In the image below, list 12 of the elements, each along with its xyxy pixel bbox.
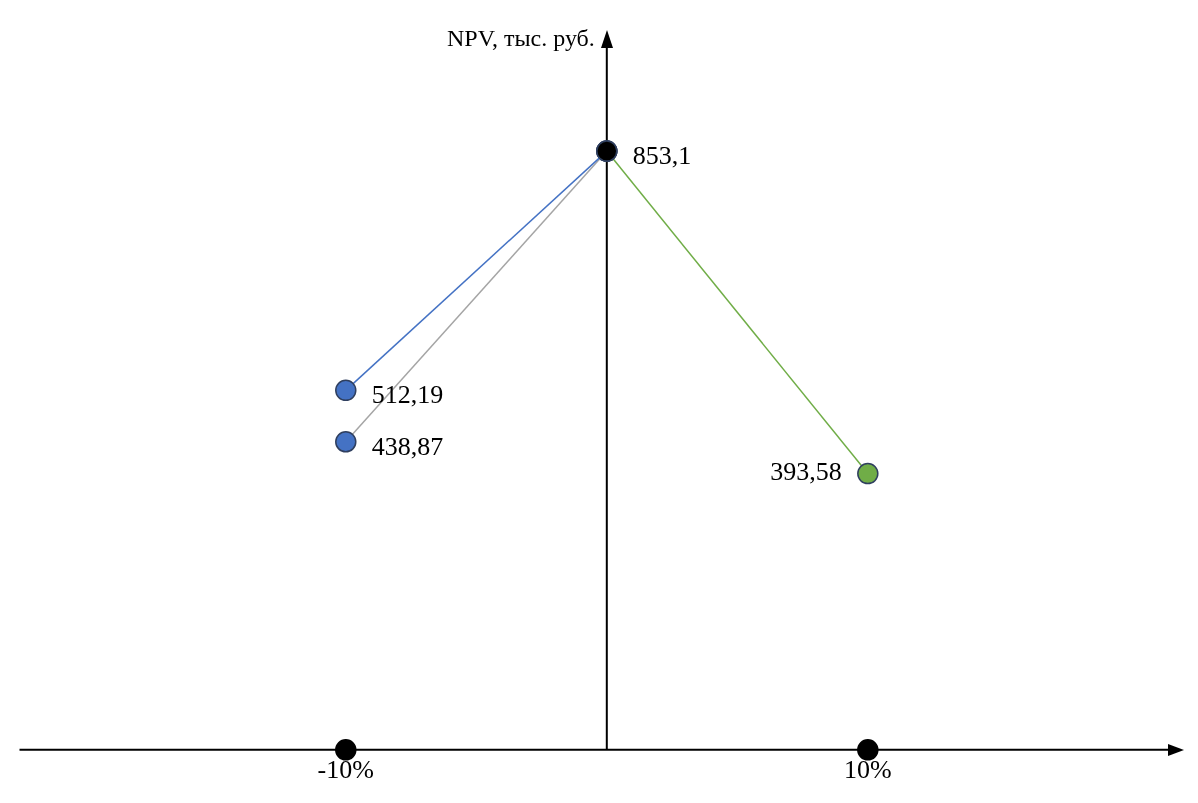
x-tick-label: 10% [843,755,892,785]
y-axis-title: NPV, тыс. руб. [447,25,595,52]
point [335,431,357,453]
data-label: 512,19 [371,380,444,410]
point [857,462,879,485]
point [857,739,879,761]
data-label: 438,87 [371,431,444,461]
x-tick-label: -10% [317,755,374,785]
point [335,379,357,402]
point [335,739,357,761]
data-label: 393,58 [770,457,842,487]
data-label: 853,1 [632,140,692,170]
